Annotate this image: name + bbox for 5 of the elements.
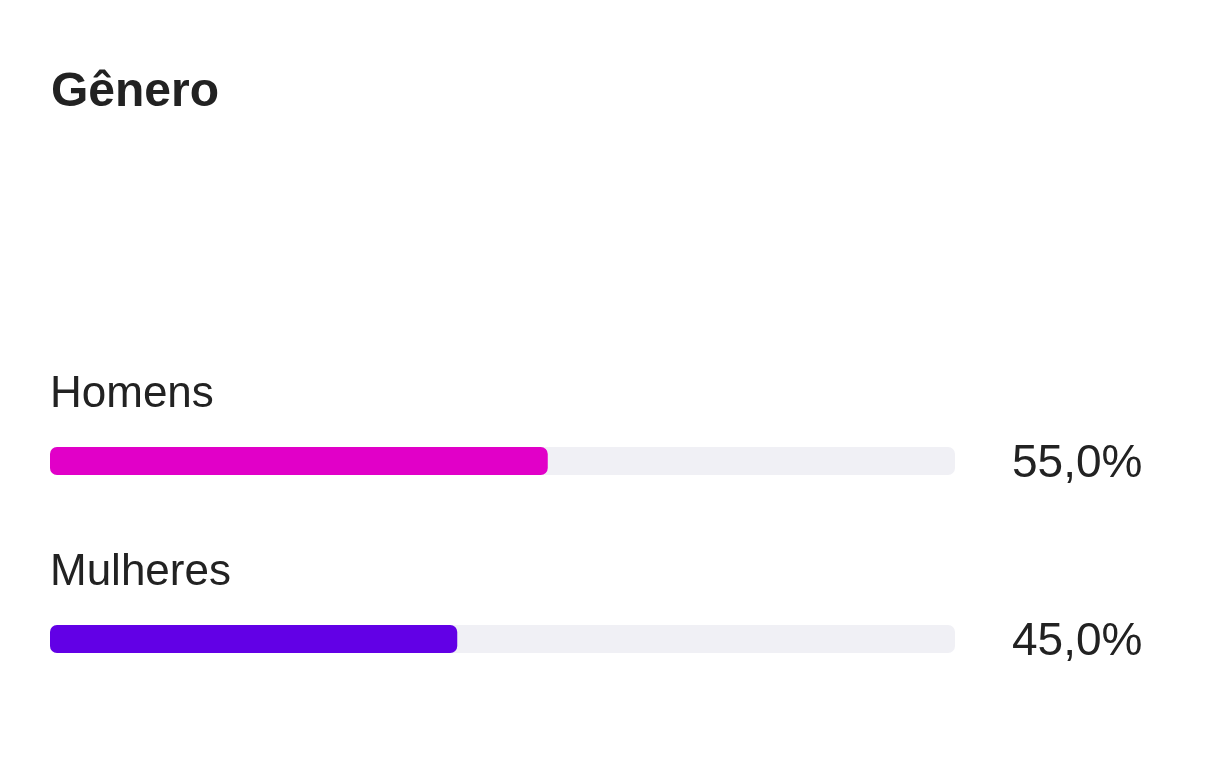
data-label: 45,0% bbox=[1012, 613, 1143, 665]
data-label: 55,0% bbox=[1012, 435, 1143, 487]
y-tick-label: Mulheres bbox=[50, 544, 231, 594]
chart-title: Gênero bbox=[51, 62, 220, 116]
y-tick-label: Homens bbox=[50, 366, 214, 416]
